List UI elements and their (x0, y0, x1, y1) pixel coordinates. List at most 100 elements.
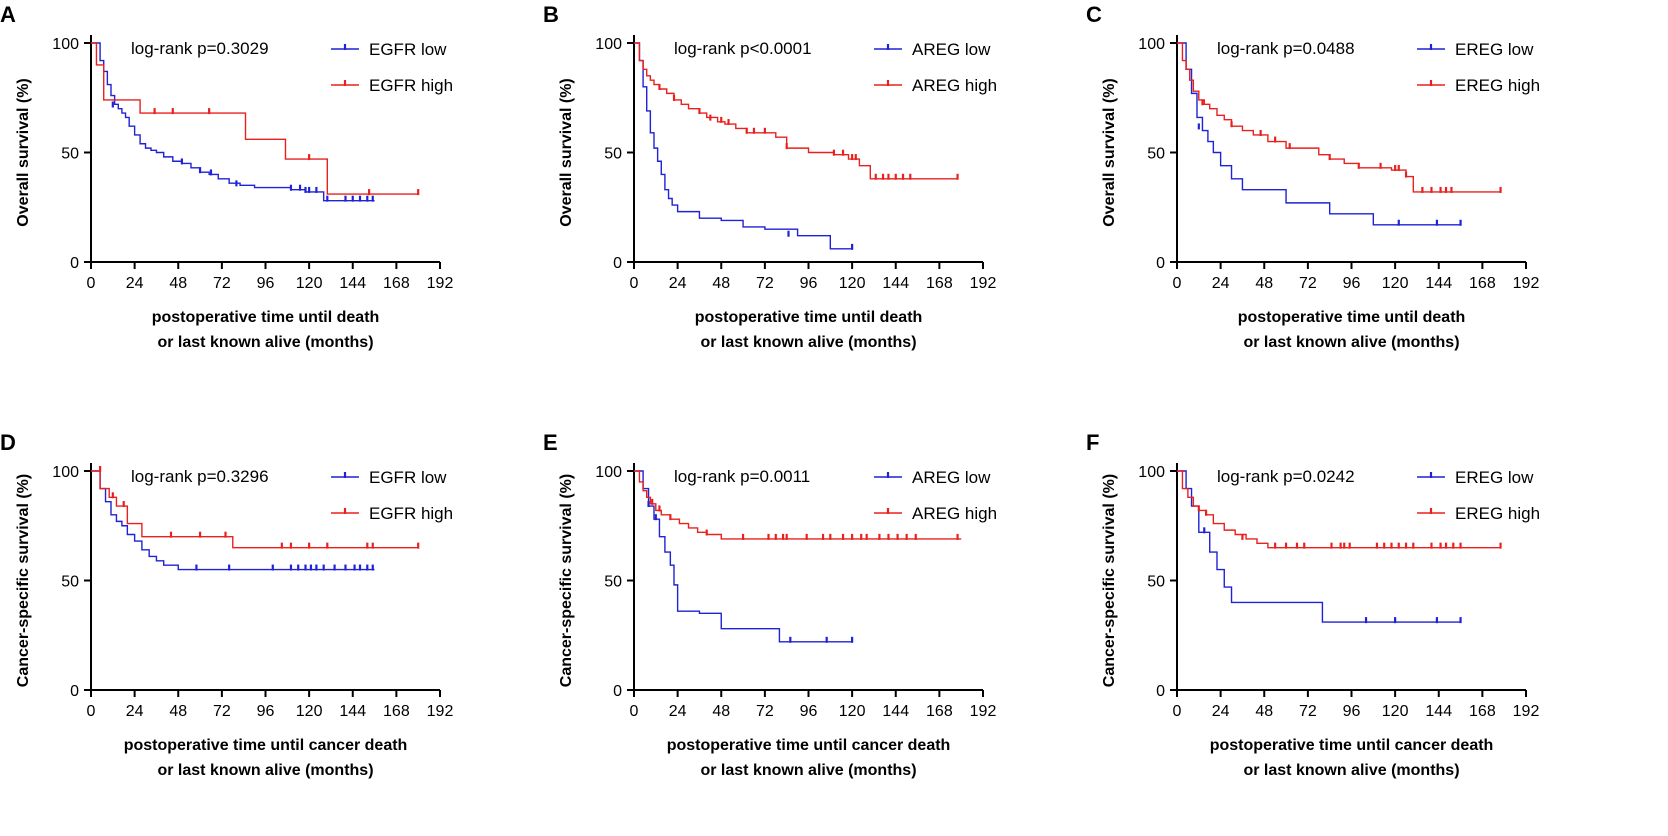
x-tick-label: 120 (839, 275, 866, 292)
x-tick-label: 0 (1173, 703, 1182, 720)
x-axis-title: or last known alive (months) (700, 762, 916, 779)
panel-f: F 0 24 48 72 96 120 144 168 192 0 50 100 Cancer-speci… (1086, 430, 1540, 779)
panel-b: B 0 24 48 72 96 120 144 168 192 0 50 100 Overall surv… (543, 2, 997, 351)
x-tick-label: 144 (1425, 703, 1452, 720)
x-axis-title: postoperative time until cancer death (124, 737, 408, 754)
panel-a: A 0 24 48 72 96 120 144 168 192 0 50 100 Overall surv… (0, 2, 453, 351)
x-tick-label: 120 (839, 703, 866, 720)
survival-curve-high (91, 470, 419, 549)
y-tick-label: 50 (1147, 574, 1165, 591)
x-tick-label: 168 (383, 703, 410, 720)
x-axis-title: postoperative time until cancer death (667, 737, 951, 754)
y-tick-label: 100 (595, 464, 622, 481)
x-tick-label: 24 (126, 703, 144, 720)
logrank-annotation: log-rank p=0.0488 (1217, 39, 1355, 58)
x-tick-label: 24 (669, 703, 687, 720)
x-tick-label: 144 (339, 703, 366, 720)
x-tick-label: 72 (213, 275, 231, 292)
legend-label: EREG low (1455, 468, 1534, 487)
y-tick-label: 0 (1156, 255, 1165, 272)
x-tick-label: 96 (257, 703, 275, 720)
survival-curve-low (1177, 42, 1461, 226)
x-axis-title: or last known alive (months) (1243, 762, 1459, 779)
survival-curve-high (1177, 470, 1501, 549)
y-axis-title: Cancer-specific survival (%) (15, 474, 32, 687)
panel-letter: A (0, 2, 16, 27)
survival-curve-low (1177, 470, 1461, 623)
y-tick-label: 0 (70, 683, 79, 700)
x-axis-title: postoperative time until death (152, 309, 380, 326)
panel-c: C 0 24 48 72 96 120 144 168 192 0 50 100 Overall surv… (1086, 2, 1540, 351)
x-tick-label: 144 (339, 275, 366, 292)
y-axis-title: Cancer-specific survival (%) (1101, 474, 1118, 687)
survival-curve-high (634, 42, 958, 180)
x-axis-title: or last known alive (months) (700, 334, 916, 351)
x-tick-label: 72 (756, 703, 774, 720)
logrank-annotation: log-rank p=0.3296 (131, 467, 269, 486)
x-tick-label: 168 (926, 703, 953, 720)
panel-letter: E (543, 430, 558, 455)
x-axis-title: postoperative time until death (1238, 309, 1466, 326)
x-tick-label: 72 (756, 275, 774, 292)
panel-e: E 0 24 48 72 96 120 144 168 192 0 50 100 Cancer-speci… (543, 430, 997, 779)
panel-d: D 0 24 48 72 96 120 144 168 192 0 50 100 Cancer-speci… (0, 430, 453, 779)
legend-label: EGFR high (369, 76, 453, 95)
x-tick-label: 24 (1212, 275, 1230, 292)
x-tick-label: 96 (800, 703, 818, 720)
logrank-annotation: log-rank p=0.3029 (131, 39, 269, 58)
x-tick-label: 0 (87, 703, 96, 720)
x-tick-label: 144 (882, 703, 909, 720)
x-tick-label: 24 (126, 275, 144, 292)
x-tick-label: 144 (882, 275, 909, 292)
legend-label: EREG high (1455, 76, 1540, 95)
x-tick-label: 48 (169, 275, 187, 292)
x-tick-label: 48 (712, 703, 730, 720)
y-tick-label: 50 (1147, 146, 1165, 163)
x-tick-label: 0 (87, 275, 96, 292)
x-tick-label: 120 (296, 275, 323, 292)
logrank-annotation: log-rank p=0.0011 (674, 467, 810, 486)
y-axis-title: Cancer-specific survival (%) (558, 474, 575, 687)
survival-curve-low (634, 470, 853, 643)
x-tick-label: 96 (257, 275, 275, 292)
x-tick-label: 144 (1425, 275, 1452, 292)
x-tick-label: 96 (1343, 703, 1361, 720)
survival-curve-high (91, 42, 419, 195)
y-tick-label: 100 (1138, 464, 1165, 481)
x-axis-title: postoperative time until death (695, 309, 923, 326)
y-tick-label: 0 (613, 683, 622, 700)
legend-label: AREG high (912, 504, 997, 523)
x-tick-label: 24 (669, 275, 687, 292)
x-tick-label: 96 (800, 275, 818, 292)
x-tick-label: 192 (970, 703, 997, 720)
x-tick-label: 192 (1513, 275, 1540, 292)
y-tick-label: 0 (70, 255, 79, 272)
y-tick-label: 100 (52, 464, 79, 481)
y-tick-label: 50 (61, 146, 79, 163)
x-tick-label: 72 (1299, 703, 1317, 720)
y-tick-label: 50 (604, 574, 622, 591)
y-tick-label: 100 (1138, 36, 1165, 53)
legend-label: EGFR low (369, 40, 447, 59)
survival-curve-high (634, 470, 962, 540)
y-tick-label: 50 (604, 146, 622, 163)
x-tick-label: 48 (1255, 703, 1273, 720)
logrank-annotation: log-rank p<0.0001 (674, 39, 812, 58)
y-axis-title: Overall survival (%) (15, 78, 32, 227)
panel-letter: B (543, 2, 559, 27)
x-tick-label: 48 (169, 703, 187, 720)
x-tick-label: 192 (427, 275, 454, 292)
x-axis-title: or last known alive (months) (157, 762, 373, 779)
legend-label: EREG low (1455, 40, 1534, 59)
x-tick-label: 0 (630, 275, 639, 292)
survival-curve-low (634, 42, 853, 250)
logrank-annotation: log-rank p=0.0242 (1217, 467, 1355, 486)
x-axis-title: postoperative time until cancer death (1210, 737, 1494, 754)
x-tick-label: 72 (1299, 275, 1317, 292)
x-tick-label: 120 (1382, 275, 1409, 292)
x-tick-label: 168 (1469, 275, 1496, 292)
y-tick-label: 0 (1156, 683, 1165, 700)
y-tick-label: 100 (595, 36, 622, 53)
x-tick-label: 192 (427, 703, 454, 720)
